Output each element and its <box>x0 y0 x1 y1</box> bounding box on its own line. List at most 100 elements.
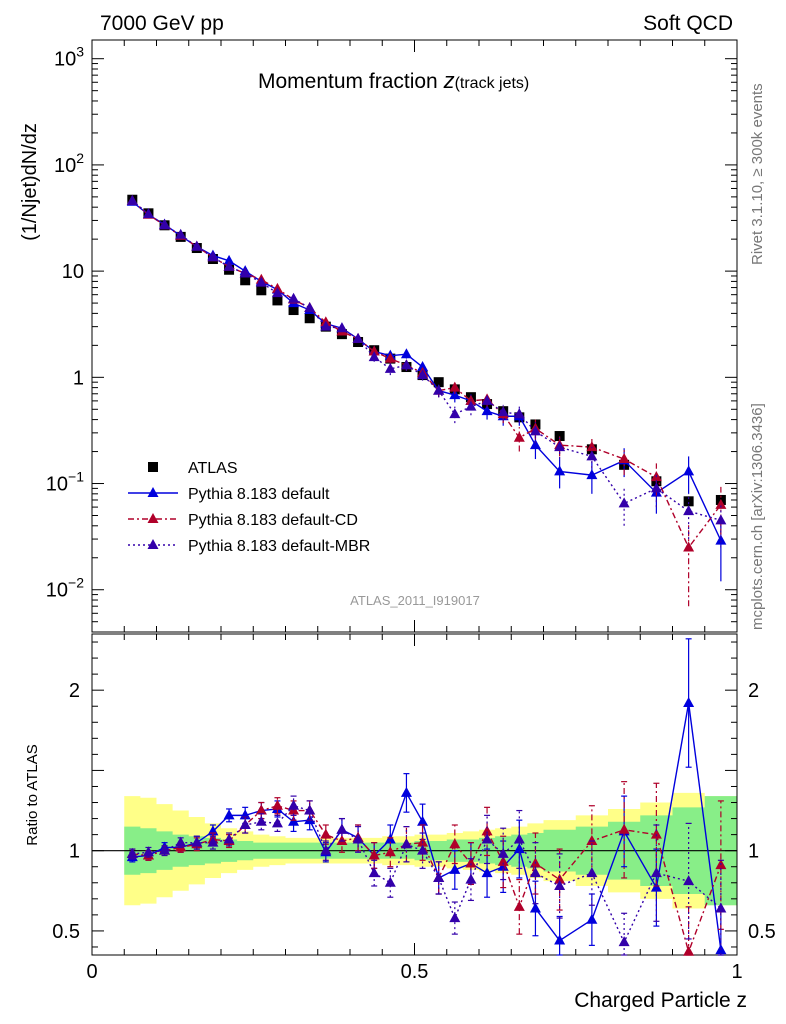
ratio-y-tick-label: 0.5 <box>52 921 80 943</box>
y-tick-exp: 3 <box>76 44 84 60</box>
ratio-point <box>384 876 396 887</box>
title-math: z <box>443 68 455 93</box>
ratio-y-tick-label: 2 <box>748 680 759 702</box>
data-point <box>207 251 219 262</box>
ratio-point <box>368 849 380 860</box>
ratio-point <box>417 815 429 826</box>
data-point <box>465 400 477 411</box>
data-point <box>223 260 235 271</box>
ratio-point <box>683 875 695 886</box>
header-left: 7000 GeV pp <box>100 12 224 35</box>
ratio-series-2 <box>126 795 727 956</box>
y-tick-base: 10 <box>54 155 76 177</box>
mcplots-label: mcplots.cern.ch [arXiv:1306.3436] <box>749 403 766 630</box>
ratio-point <box>271 817 283 828</box>
data-point <box>384 362 396 373</box>
legend-label: Pythia 8.183 default-CD <box>188 512 358 529</box>
data-point <box>683 496 694 507</box>
data-point <box>449 381 461 392</box>
ratio-point <box>554 879 566 890</box>
ratio-point <box>352 833 364 844</box>
ratio-point <box>449 838 461 849</box>
ratio-point <box>449 863 461 874</box>
header-right: Soft QCD <box>643 12 733 35</box>
ratio-point <box>683 697 695 708</box>
data-point <box>255 276 267 287</box>
ratio-point <box>288 815 300 826</box>
legend-entry: Pythia 8.183 default-MBR <box>128 538 370 555</box>
y-tick-base: 1 <box>73 367 84 389</box>
legend-marker <box>148 462 158 472</box>
ratio-point <box>650 881 662 892</box>
y-tick-exp: 2 <box>76 150 84 166</box>
ratio-point <box>481 833 493 844</box>
legend-entry: ATLAS <box>148 460 238 477</box>
ratio-point <box>449 912 461 923</box>
ratio-point <box>650 828 662 839</box>
ratio-point <box>304 804 316 815</box>
data-point <box>417 369 429 380</box>
ratio-point <box>255 815 267 826</box>
ratio-y-tick-label: 1 <box>748 841 759 863</box>
data-point <box>400 348 412 359</box>
data-point <box>384 352 396 363</box>
chart-title: Momentum fraction z(track jets) <box>258 68 529 93</box>
ratio-point <box>715 902 727 913</box>
ratio-point <box>433 871 445 882</box>
ratio-point <box>481 867 493 878</box>
data-point <box>304 301 316 312</box>
title-sub: (track jets) <box>455 75 530 92</box>
legend-marker <box>147 539 159 549</box>
ratio-point <box>320 844 332 855</box>
data-point <box>683 505 695 516</box>
ratio-point <box>683 945 695 956</box>
legend-marker <box>147 487 159 497</box>
legend-label: Pythia 8.183 default <box>188 486 330 503</box>
ratio-plot: Ratio to ATLAS Charged Particle z 0.5 0.5… <box>24 633 776 1012</box>
data-point <box>715 498 727 509</box>
ratio-point <box>142 846 154 857</box>
ratio-point <box>400 838 412 849</box>
ratio-point <box>271 799 283 810</box>
ratio-point <box>207 836 219 847</box>
y-tick-base: 10 <box>46 580 68 602</box>
x-tick-label: 0.5 <box>401 961 429 983</box>
data-point <box>618 453 630 464</box>
ratio-y-tick-label: 1 <box>69 841 80 863</box>
ratio-point <box>481 825 493 836</box>
data-point <box>449 389 461 400</box>
y-tick-label: 103 <box>54 44 84 71</box>
ratio-point <box>618 823 630 834</box>
y-tick-label: 10 <box>62 261 84 283</box>
data-point <box>352 332 364 343</box>
data-point <box>497 406 509 417</box>
data-point <box>683 465 695 476</box>
legend-entry: Pythia 8.183 default <box>128 486 330 503</box>
data-point <box>433 377 444 388</box>
ratio-point <box>618 936 630 947</box>
data-point <box>433 384 445 395</box>
ratio-point <box>497 847 509 858</box>
data-point <box>191 240 203 251</box>
x-axis-label: Charged Particle z <box>574 989 747 1012</box>
ratio-point <box>336 823 348 834</box>
data-point <box>272 295 283 306</box>
y-tick-label: 10−2 <box>46 575 84 602</box>
data-point <box>256 285 267 296</box>
data-point <box>481 394 493 405</box>
data-point <box>715 514 727 525</box>
data-point <box>400 359 412 370</box>
ratio-point <box>223 809 235 820</box>
ratio-series-line <box>132 702 722 951</box>
data-point <box>320 320 332 331</box>
ratio-point <box>191 836 203 847</box>
ratio-point <box>126 847 138 858</box>
ratio-point <box>650 867 662 878</box>
ratio-point <box>400 786 412 797</box>
data-point <box>288 292 300 303</box>
title-text: Momentum fraction <box>258 70 444 93</box>
y-tick-label: 10−1 <box>46 469 84 496</box>
y-tick-base: 10 <box>62 261 84 283</box>
ratio-point <box>384 846 396 857</box>
main-ylabel: (1/Njet)dN/dz <box>19 123 41 241</box>
